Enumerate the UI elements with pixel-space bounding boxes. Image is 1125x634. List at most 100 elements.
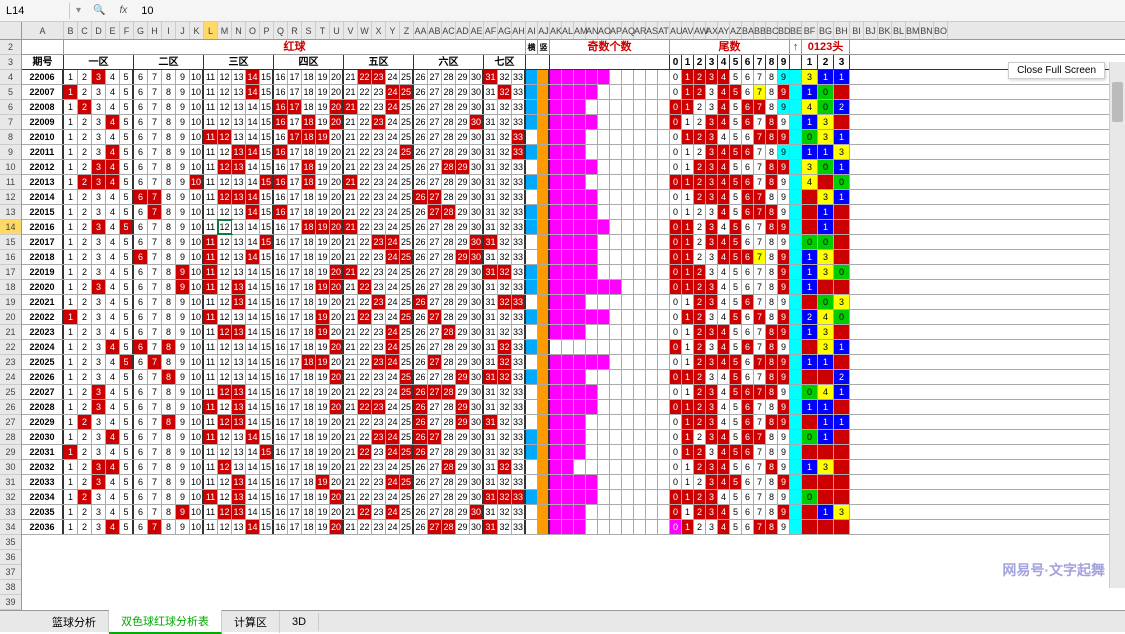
number-cell[interactable]: 17 (288, 340, 302, 354)
tail-cell[interactable]: 6 (742, 220, 754, 234)
tail-cell[interactable]: 1 (682, 70, 694, 84)
number-cell[interactable]: 2 (78, 520, 92, 534)
number-cell[interactable]: 25 (400, 190, 414, 204)
odd-count-cell[interactable] (610, 160, 622, 174)
odd-count-cell[interactable] (574, 115, 586, 129)
number-cell[interactable]: 2 (78, 400, 92, 414)
head-cell[interactable] (802, 295, 818, 309)
odd-count-cell[interactable] (586, 250, 598, 264)
number-cell[interactable]: 25 (400, 355, 414, 369)
number-cell[interactable]: 1 (64, 400, 78, 414)
odd-count-cell[interactable] (550, 400, 562, 414)
number-cell[interactable]: 28 (442, 205, 456, 219)
tail-cell[interactable]: 3 (706, 445, 718, 459)
number-cell[interactable]: 8 (162, 100, 176, 114)
number-cell[interactable]: 4 (106, 115, 120, 129)
number-cell[interactable]: 24 (386, 250, 400, 264)
number-cell[interactable]: 16 (274, 115, 288, 129)
tail-cell[interactable]: 6 (742, 400, 754, 414)
number-cell[interactable]: 14 (246, 145, 260, 159)
tail-cell[interactable]: 5 (730, 460, 742, 474)
number-cell[interactable]: 6 (134, 160, 148, 174)
number-cell[interactable]: 17 (288, 115, 302, 129)
odd-count-cell[interactable] (562, 490, 574, 504)
odd-count-cell[interactable] (634, 130, 646, 144)
number-cell[interactable]: 6 (134, 355, 148, 369)
number-cell[interactable]: 11 (204, 400, 218, 414)
tail-cell[interactable]: 8 (766, 325, 778, 339)
number-cell[interactable]: 4 (106, 265, 120, 279)
number-cell[interactable]: 5 (120, 250, 134, 264)
number-cell[interactable]: 6 (134, 205, 148, 219)
tail-cell[interactable]: 1 (682, 475, 694, 489)
odd-count-cell[interactable] (658, 430, 670, 444)
tail-cell[interactable]: 1 (682, 490, 694, 504)
number-cell[interactable]: 25 (400, 340, 414, 354)
number-cell[interactable]: 28 (442, 220, 456, 234)
number-cell[interactable]: 24 (386, 220, 400, 234)
number-cell[interactable]: 20 (330, 265, 344, 279)
number-cell[interactable]: 31 (484, 400, 498, 414)
tail-cell[interactable]: 2 (694, 130, 706, 144)
odd-count-cell[interactable] (550, 355, 562, 369)
number-cell[interactable]: 20 (330, 430, 344, 444)
number-cell[interactable]: 31 (484, 205, 498, 219)
number-cell[interactable]: 29 (456, 115, 470, 129)
number-cell[interactable]: 29 (456, 370, 470, 384)
number-cell[interactable]: 4 (106, 445, 120, 459)
number-cell[interactable]: 17 (288, 295, 302, 309)
tail-cell[interactable]: 6 (742, 280, 754, 294)
tail-cell[interactable]: 6 (742, 205, 754, 219)
odd-count-cell[interactable] (622, 325, 634, 339)
number-cell[interactable]: 15 (260, 475, 274, 489)
number-cell[interactable]: 13 (232, 340, 246, 354)
tail-cell[interactable]: 6 (742, 520, 754, 534)
number-cell[interactable]: 28 (442, 400, 456, 414)
number-cell[interactable]: 15 (260, 130, 274, 144)
number-cell[interactable]: 7 (148, 220, 162, 234)
horiz-seg[interactable] (526, 100, 538, 114)
number-cell[interactable]: 16 (274, 325, 288, 339)
number-cell[interactable]: 12 (218, 130, 232, 144)
number-cell[interactable]: 13 (232, 100, 246, 114)
number-cell[interactable]: 11 (204, 85, 218, 99)
number-cell[interactable]: 10 (190, 70, 204, 84)
odd-count-cell[interactable] (610, 115, 622, 129)
odd-count-cell[interactable] (550, 130, 562, 144)
number-cell[interactable]: 20 (330, 520, 344, 534)
number-cell[interactable]: 21 (344, 340, 358, 354)
odd-count-cell[interactable] (622, 445, 634, 459)
odd-count-cell[interactable] (562, 415, 574, 429)
tail-cell[interactable]: 4 (718, 295, 730, 309)
head-cell[interactable] (834, 280, 850, 294)
tail-cell[interactable]: 1 (682, 280, 694, 294)
tail-cell[interactable]: 0 (670, 145, 682, 159)
tail-cell[interactable]: 3 (706, 340, 718, 354)
number-cell[interactable]: 15 (260, 70, 274, 84)
number-cell[interactable]: 3 (92, 445, 106, 459)
odd-count-cell[interactable] (598, 70, 610, 84)
tail-cell[interactable]: 4 (718, 265, 730, 279)
tail-cell[interactable]: 7 (754, 385, 766, 399)
number-cell[interactable]: 16 (274, 370, 288, 384)
odd-count-cell[interactable] (658, 265, 670, 279)
odd-count-cell[interactable] (622, 475, 634, 489)
tail-cell[interactable]: 5 (730, 145, 742, 159)
number-cell[interactable]: 25 (400, 325, 414, 339)
number-cell[interactable]: 2 (78, 265, 92, 279)
number-cell[interactable]: 13 (232, 280, 246, 294)
col-header[interactable]: AE (470, 22, 484, 39)
head-cell[interactable] (834, 430, 850, 444)
odd-count-cell[interactable] (622, 175, 634, 189)
number-cell[interactable]: 33 (512, 235, 526, 249)
number-cell[interactable]: 25 (400, 430, 414, 444)
number-cell[interactable]: 31 (484, 190, 498, 204)
number-cell[interactable]: 2 (78, 145, 92, 159)
number-cell[interactable]: 4 (106, 310, 120, 324)
number-cell[interactable]: 24 (386, 310, 400, 324)
number-cell[interactable]: 23 (372, 100, 386, 114)
col-header[interactable]: A (22, 22, 64, 39)
tail-cell[interactable]: 0 (670, 340, 682, 354)
col-header[interactable]: AK (550, 22, 562, 39)
number-cell[interactable]: 25 (400, 400, 414, 414)
